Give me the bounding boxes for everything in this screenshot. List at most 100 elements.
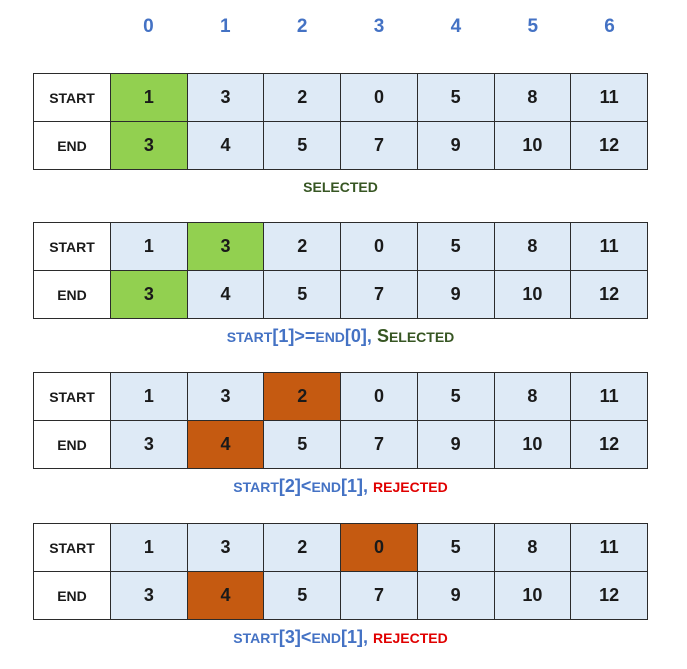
step-4: START 1 3 2 0 5 8 11 END 3 4 5 7 9 10 12… — [33, 523, 648, 649]
end-cell: 7 — [340, 571, 418, 620]
highlighted-start-cell: 2 — [263, 372, 342, 421]
start-row: START 1 3 2 0 5 8 11 — [33, 222, 648, 271]
start-cell: 8 — [493, 73, 572, 122]
step-3-table: START 1 3 2 0 5 8 11 END 3 4 5 7 9 10 12 — [33, 372, 648, 469]
index-3: 3 — [373, 16, 385, 37]
start-row: START 1 3 2 0 5 8 11 — [33, 73, 648, 122]
highlighted-end-cell: 4 — [186, 420, 265, 469]
start-cell: 2 — [263, 73, 342, 122]
step-2-table: START 1 3 2 0 5 8 11 END 3 4 5 7 9 10 12 — [33, 222, 648, 319]
end-label: END — [33, 270, 111, 319]
caption-operator: < — [300, 476, 312, 496]
start-cell: 11 — [570, 523, 648, 572]
index-6: 6 — [604, 16, 615, 37]
end-cell: 9 — [416, 121, 495, 170]
step-4-caption: START[3]<END[1], REJECTED — [33, 625, 648, 649]
caption-end-index: [1] — [341, 476, 363, 496]
end-cell: 10 — [493, 270, 572, 319]
highlighted-start-cell: 3 — [186, 222, 265, 271]
end-cell: 5 — [263, 571, 342, 620]
end-cell: 4 — [186, 121, 265, 170]
end-label: END — [33, 121, 111, 170]
start-cell: 8 — [493, 222, 572, 271]
step-4-table: START 1 3 2 0 5 8 11 END 3 4 5 7 9 10 12 — [33, 523, 648, 620]
highlighted-end-cell: 3 — [110, 270, 188, 319]
end-cell: 10 — [493, 571, 572, 620]
start-cell: 5 — [416, 73, 495, 122]
start-label: START — [33, 372, 111, 421]
start-cell: 3 — [186, 372, 265, 421]
end-row: END 3 4 5 7 9 10 12 — [33, 571, 648, 620]
start-row: START 1 3 2 0 5 8 11 — [33, 372, 648, 421]
start-cell: 3 — [186, 523, 265, 572]
end-cell: 7 — [340, 420, 418, 469]
caption-separator: , — [363, 627, 374, 647]
start-cell: 3 — [186, 73, 265, 122]
start-cell: 11 — [570, 372, 648, 421]
caption-separator: , — [363, 476, 374, 496]
result-selected: SELECTED — [303, 179, 378, 195]
start-cell: 1 — [110, 222, 188, 271]
highlighted-end-cell: 3 — [110, 121, 188, 170]
index-5: 5 — [527, 16, 539, 37]
highlighted-start-cell: 0 — [340, 523, 418, 572]
caption-operator: < — [300, 627, 312, 647]
start-label: START — [33, 222, 111, 271]
end-cell: 7 — [340, 270, 418, 319]
result-rejected: REJECTED — [373, 479, 448, 495]
caption-separator: , — [366, 326, 377, 346]
caption-end-keyword: END — [311, 630, 341, 646]
end-label: END — [33, 420, 111, 469]
index-1: 1 — [220, 16, 231, 37]
end-cell: 9 — [416, 571, 495, 620]
start-label: START — [33, 73, 111, 122]
caption-start-keyword: START — [226, 329, 273, 345]
end-cell: 5 — [263, 270, 342, 319]
start-cell: 5 — [416, 372, 495, 421]
index-header: 0 1 2 3 4 5 6 — [110, 14, 648, 40]
caption-end-index: [0] — [344, 326, 367, 346]
index-2: 2 — [296, 16, 308, 37]
caption-start-index: [1] — [272, 326, 295, 346]
index-0: 0 — [143, 16, 154, 37]
result-rejected: REJECTED — [373, 630, 448, 646]
caption-start-keyword: START — [233, 630, 279, 646]
start-cell: 0 — [340, 222, 418, 271]
start-cell: 2 — [263, 222, 342, 271]
caption-start-index: [3] — [278, 627, 301, 647]
end-cell: 5 — [263, 420, 342, 469]
step-1: START 1 3 2 0 5 8 11 END 3 4 5 7 9 10 12… — [33, 73, 648, 199]
start-cell: 1 — [110, 523, 188, 572]
step-2-caption: START[1]>=END[0], SELECTED — [33, 324, 648, 348]
start-cell: 8 — [493, 372, 572, 421]
result-selected-rest: ELECTED — [388, 329, 455, 345]
end-cell: 10 — [493, 121, 572, 170]
end-row: END 3 4 5 7 9 10 12 — [33, 270, 648, 319]
result-selected-initial: S — [376, 326, 389, 346]
end-cell: 9 — [416, 420, 495, 469]
end-cell: 4 — [186, 270, 265, 319]
highlighted-end-cell: 4 — [186, 571, 265, 620]
end-cell: 5 — [263, 121, 342, 170]
start-cell: 1 — [110, 372, 188, 421]
start-row: START 1 3 2 0 5 8 11 — [33, 523, 648, 572]
caption-start-keyword: START — [233, 479, 279, 495]
start-label: START — [33, 523, 111, 572]
start-cell: 5 — [416, 523, 495, 572]
start-cell: 5 — [416, 222, 495, 271]
end-row: END 3 4 5 7 9 10 12 — [33, 121, 648, 170]
step-2: START 1 3 2 0 5 8 11 END 3 4 5 7 9 10 12… — [33, 222, 648, 348]
caption-start-index: [2] — [278, 476, 301, 496]
start-cell: 2 — [263, 523, 342, 572]
step-1-caption: SELECTED — [33, 175, 648, 199]
step-3-caption: START[2]<END[1], REJECTED — [33, 474, 648, 498]
end-cell: 3 — [110, 571, 188, 620]
end-label: END — [33, 571, 111, 620]
caption-end-index: [1] — [341, 627, 363, 647]
step-1-table: START 1 3 2 0 5 8 11 END 3 4 5 7 9 10 12 — [33, 73, 648, 170]
end-cell: 12 — [570, 420, 648, 469]
end-cell: 10 — [493, 420, 572, 469]
end-cell: 12 — [570, 270, 648, 319]
start-cell: 11 — [570, 222, 648, 271]
caption-end-keyword: END — [315, 329, 345, 345]
